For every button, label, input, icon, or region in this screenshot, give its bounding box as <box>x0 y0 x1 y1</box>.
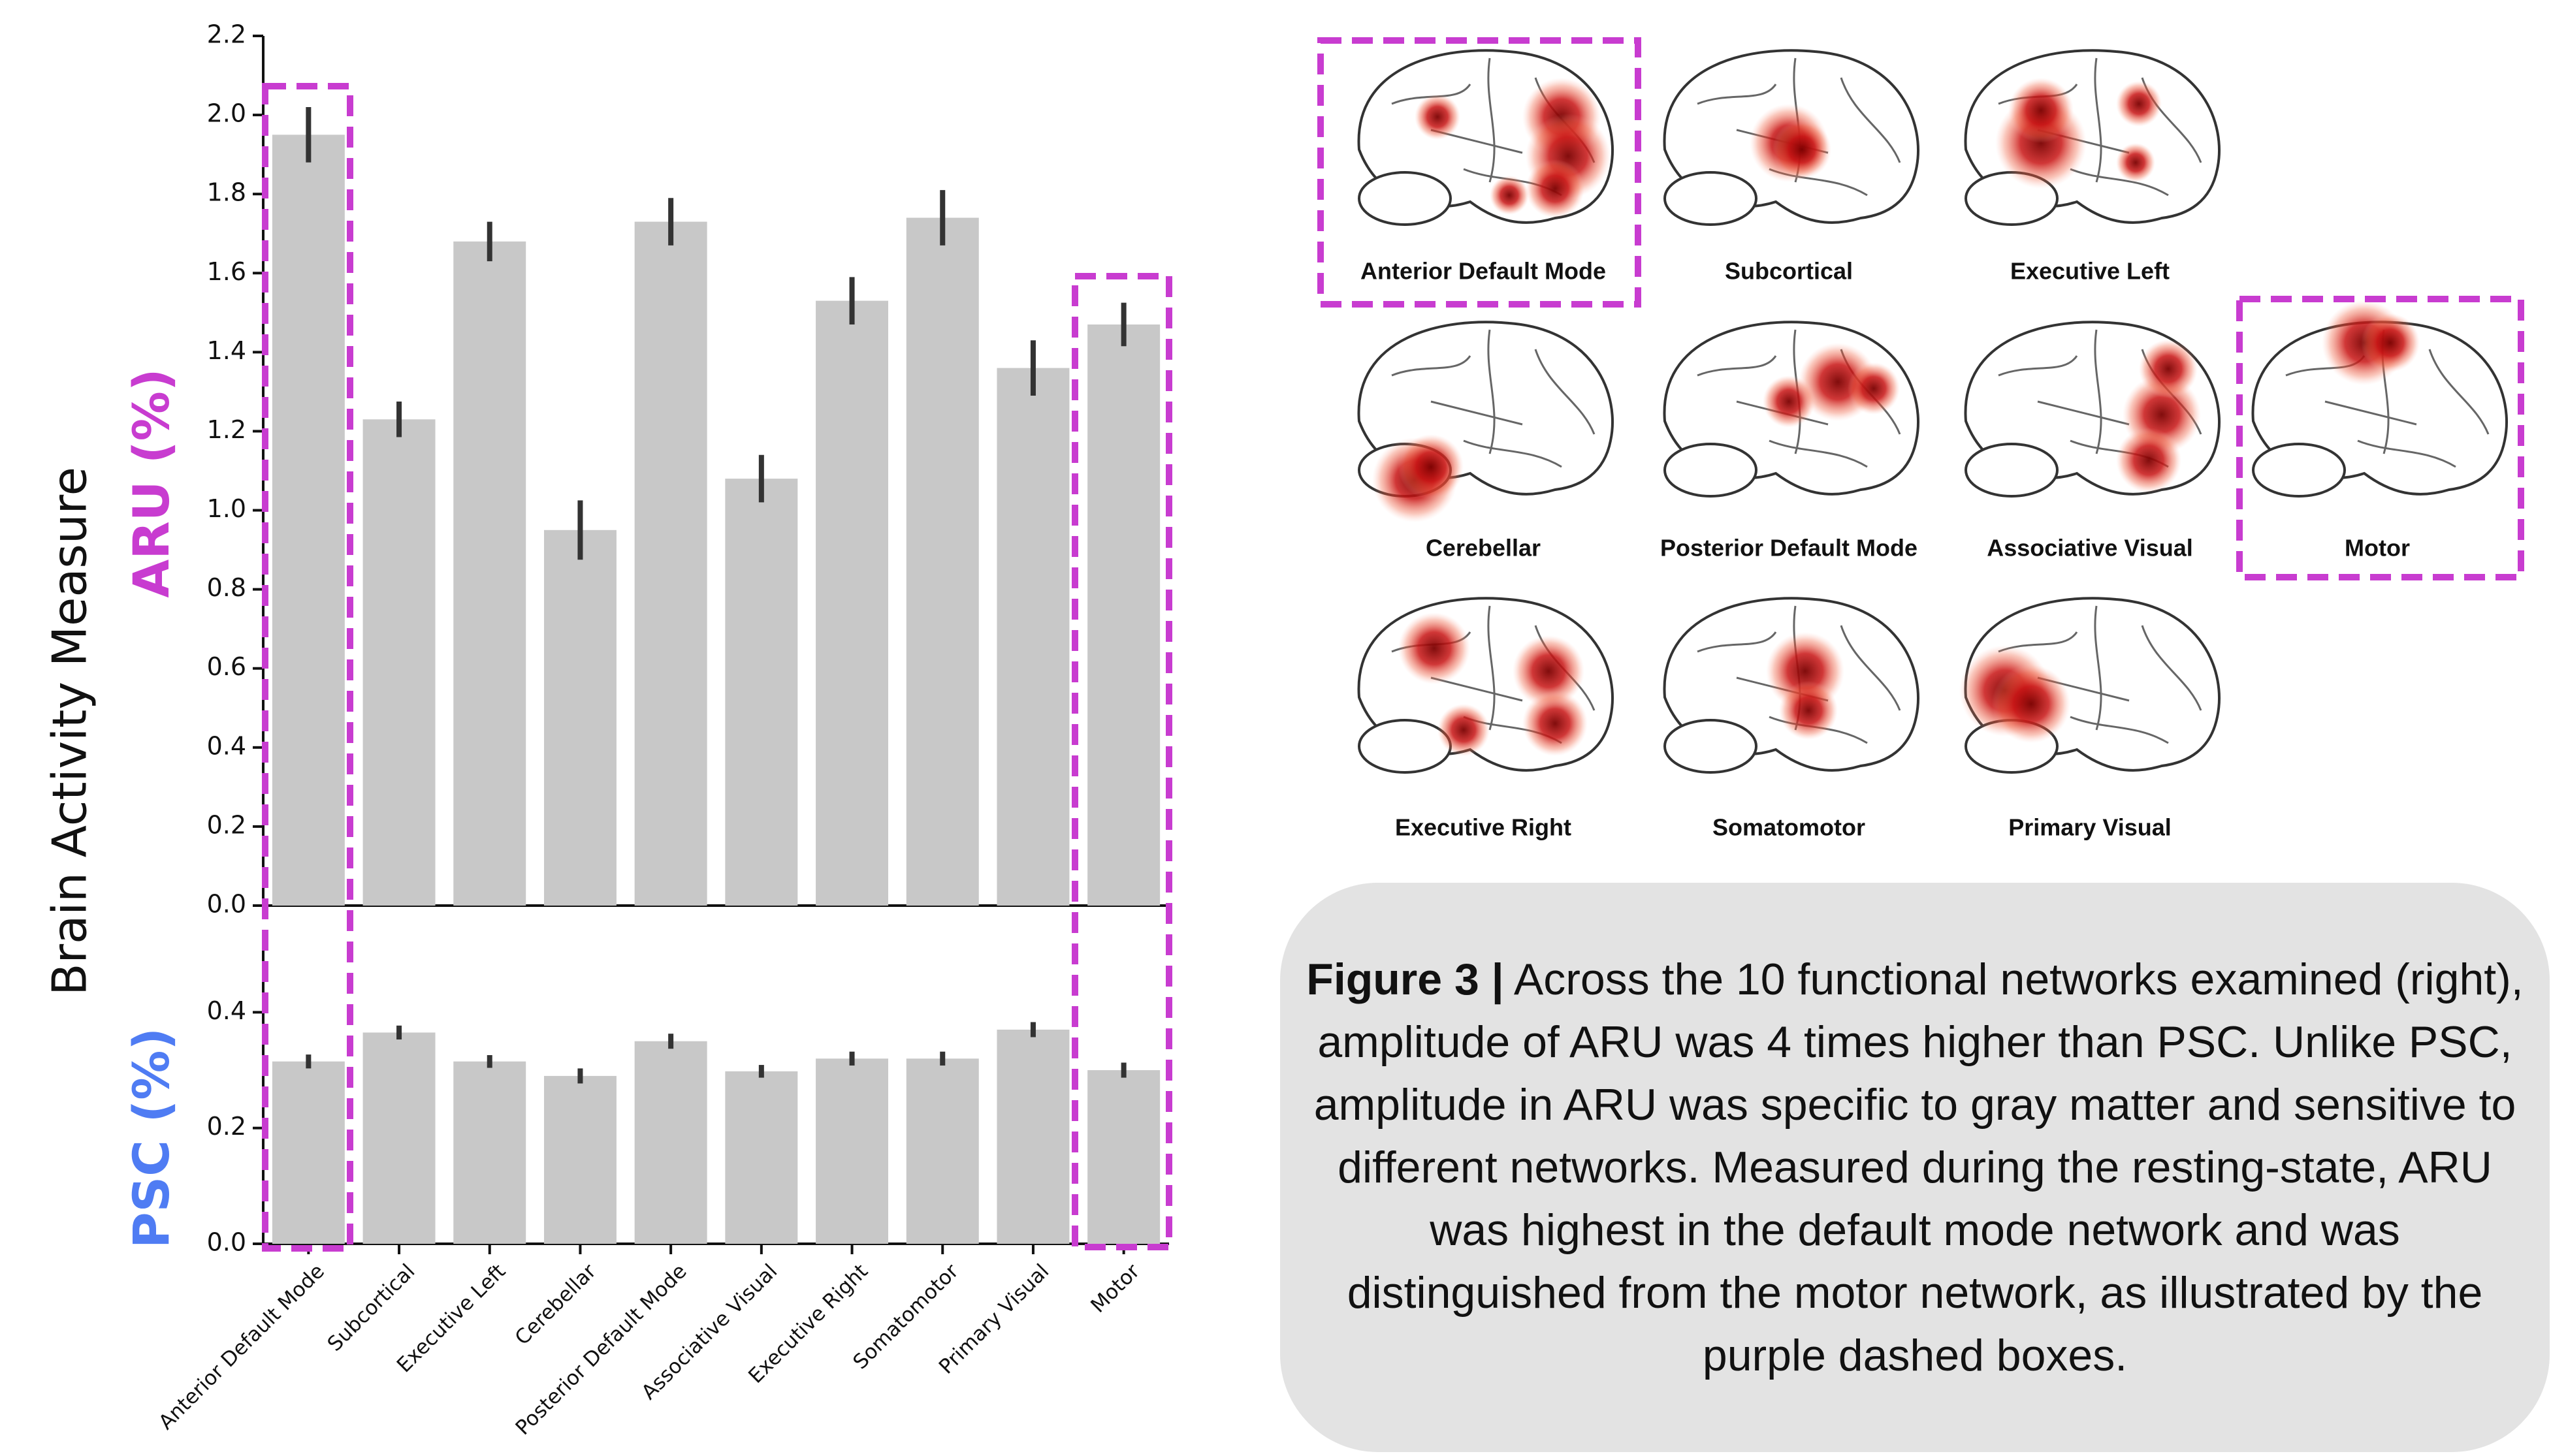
y-axis-label: PSC (%) <box>122 1028 180 1248</box>
bar <box>272 1062 345 1244</box>
bar <box>906 218 979 906</box>
cerebellum <box>1665 444 1756 496</box>
bar <box>272 135 345 906</box>
brain-map <box>1965 50 2219 225</box>
activation <box>1848 362 1900 415</box>
brain-map <box>1965 322 2219 496</box>
activation <box>1526 159 1584 218</box>
brain-map <box>1664 598 1917 772</box>
bar <box>635 1041 707 1244</box>
activation <box>1992 665 2070 743</box>
bar <box>997 368 1069 906</box>
y-tick-label: 0.2 <box>207 1112 246 1141</box>
brain-map-label: Subcortical <box>1725 258 1853 285</box>
brain-map-label: Executive Right <box>1395 814 1571 841</box>
activation <box>1398 612 1470 684</box>
brain-map-label: Executive Left <box>2010 258 2170 285</box>
y-tick-label: 1.8 <box>207 178 246 207</box>
x-tick-label: Posterior Default Mode <box>511 1259 692 1440</box>
brain-map-label: Associative Visual <box>1987 535 2193 562</box>
activation <box>2008 78 2074 143</box>
brain-map <box>1358 50 1612 225</box>
y-tick-label: 0.2 <box>207 810 246 839</box>
bar <box>906 1058 979 1244</box>
caption-box: Figure 3 | Across the 10 functional netw… <box>1280 883 2550 1452</box>
cerebellum <box>1966 444 2057 496</box>
activation <box>1763 375 1815 428</box>
page: Brain Activity Measure ARU (%) 0.0 0.2 0.4 0… <box>0 0 2551 1456</box>
brain-map-label: Posterior Default Mode <box>1660 535 1917 562</box>
x-tick-label: Motor <box>1086 1259 1144 1318</box>
brain-map <box>1959 598 2219 772</box>
bar <box>725 479 797 906</box>
x-tick-label: Cerebellar <box>511 1259 601 1350</box>
brain-map-label: Somatomotor <box>1712 814 1865 841</box>
y-tick-label: 2.2 <box>207 20 246 49</box>
caption-text: Across the 10 functional networks examin… <box>1314 955 2524 1380</box>
cerebellum <box>1359 172 1451 225</box>
brain-map-label: Motor <box>2345 535 2410 562</box>
brain-map <box>1664 50 1917 225</box>
activation <box>1415 94 1460 140</box>
brain-map <box>1358 322 1612 522</box>
y-tick-label: 1.0 <box>207 494 246 523</box>
y-tick-label: 0.4 <box>207 996 246 1025</box>
activation <box>2361 313 2420 372</box>
activation <box>2116 428 2181 493</box>
bar <box>635 222 707 906</box>
cerebellum <box>1665 720 1756 772</box>
activation <box>1490 176 1529 215</box>
bar <box>1087 324 1160 906</box>
y-tick-label: 0.0 <box>207 890 246 919</box>
y-tick-label: 2.0 <box>207 99 246 128</box>
cerebellum <box>1665 172 1756 225</box>
y-tick-label: 0.4 <box>207 731 246 760</box>
activation <box>1398 434 1464 499</box>
y-tick-label: 0.6 <box>207 652 246 681</box>
brain-map-label: Primary Visual <box>2008 814 2172 841</box>
caption-label: Figure 3 | <box>1306 955 1503 1004</box>
activation <box>1437 704 1490 756</box>
activation <box>1522 691 1588 756</box>
bar <box>544 530 617 906</box>
activation <box>2116 81 2162 127</box>
bar <box>544 1076 617 1244</box>
y-tick-label: 0.8 <box>207 573 246 602</box>
bar <box>1087 1070 1160 1244</box>
y-tick-label: 1.6 <box>207 257 246 286</box>
bar <box>816 301 888 906</box>
bar <box>453 1062 526 1244</box>
caption: Figure 3 | Across the 10 functional netw… <box>1301 948 2529 1387</box>
y-axis-label: ARU (%) <box>122 368 180 597</box>
cerebellum <box>2253 444 2345 496</box>
bar <box>816 1058 888 1244</box>
y-tick-label: 1.2 <box>207 415 246 444</box>
brain-map-label: Cerebellar <box>1426 535 1541 562</box>
x-tick-label: Anterior Default Mode <box>154 1259 329 1434</box>
brain-map <box>1358 598 1612 772</box>
x-tick-label: Subcortical <box>323 1259 420 1356</box>
activation <box>2139 340 2198 398</box>
y-axis-title: Brain Activity Measure <box>42 467 97 996</box>
activation <box>1773 120 1831 179</box>
bar <box>453 242 526 906</box>
activation <box>2116 143 2155 182</box>
activation <box>1779 681 1838 740</box>
y-tick-label: 1.4 <box>207 336 246 365</box>
y-tick-label: 0.0 <box>207 1228 246 1257</box>
brain-map <box>1664 322 1917 496</box>
bar <box>725 1071 797 1244</box>
brain-map-label: Anterior Default Mode <box>1360 258 1606 285</box>
bar <box>363 1032 436 1244</box>
brain-map <box>2253 300 2506 496</box>
bar <box>363 419 436 906</box>
cerebellum <box>1359 720 1451 772</box>
bar <box>997 1030 1069 1244</box>
